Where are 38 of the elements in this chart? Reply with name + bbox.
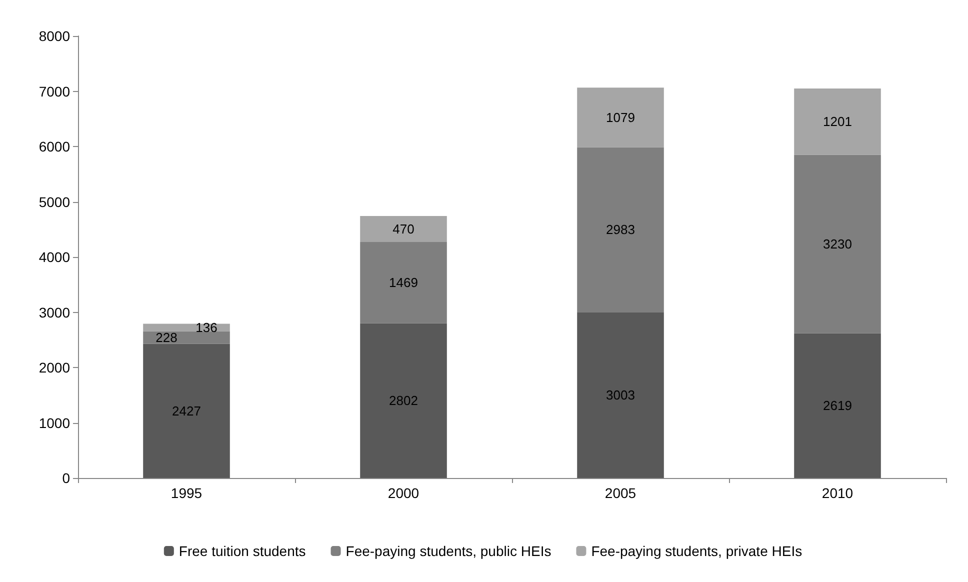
bar: [794, 88, 881, 155]
y-tick-label: 2000: [38, 360, 70, 376]
data-label: 470: [392, 222, 414, 237]
legend-label: Fee-paying students, public HEIs: [346, 543, 552, 559]
data-label: 1079: [606, 110, 635, 125]
y-tick-label: 5000: [38, 194, 70, 210]
data-label: 2802: [389, 393, 418, 408]
bar: [360, 216, 447, 242]
x-tick-label: 2000: [388, 485, 420, 501]
data-label: 1201: [823, 114, 852, 130]
bar: [577, 147, 664, 312]
data-label: 136: [196, 320, 218, 336]
data-label: 2619: [823, 398, 852, 414]
y-tick-label: 0: [62, 470, 70, 486]
y-tick-label: 3000: [38, 304, 70, 320]
data-label: 2983: [606, 222, 635, 238]
bar: [794, 154, 881, 334]
bar: [143, 344, 230, 478]
legend-label: Fee-paying students, private HEIs: [591, 543, 802, 559]
x-tick-label: 1995: [170, 485, 202, 501]
data-label: 228: [156, 330, 178, 346]
data-label: 2427: [172, 403, 201, 418]
bar: [360, 323, 447, 478]
x-tick-label: 2010: [822, 485, 854, 501]
data-label: 3230: [823, 236, 852, 252]
y-tick-label: 6000: [38, 138, 70, 154]
y-tick-label: 8000: [38, 28, 70, 44]
legend-label: Free tuition students: [178, 543, 306, 559]
bar: [360, 242, 447, 324]
bar: [577, 312, 664, 478]
data-label: 1469: [389, 275, 418, 290]
y-tick-label: 7000: [38, 83, 70, 100]
y-tick-label: 1000: [38, 414, 70, 431]
bar: [577, 88, 664, 148]
data-label: 3003: [606, 388, 635, 403]
bar: [794, 333, 881, 478]
x-tick-label: 2005: [604, 485, 636, 501]
y-tick-label: 4000: [38, 249, 70, 265]
